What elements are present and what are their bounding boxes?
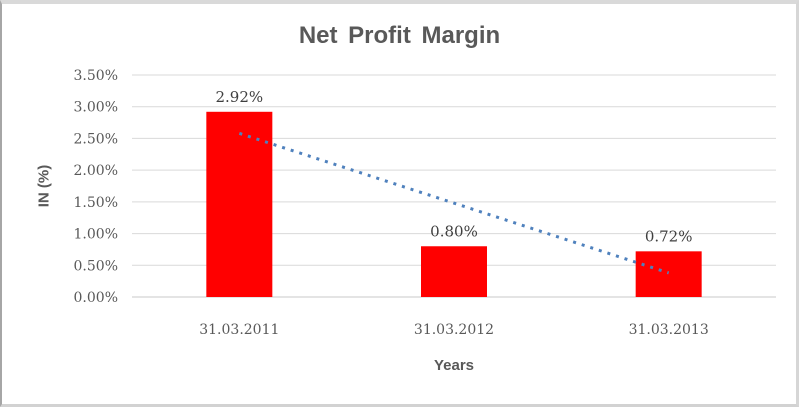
bar <box>421 246 487 297</box>
trendline <box>238 131 670 275</box>
y-tick-label: 0.00% <box>74 290 118 306</box>
bar <box>635 251 702 297</box>
bar-value-label: 0.72% <box>645 227 693 245</box>
y-tick-label: 0.50% <box>74 258 118 274</box>
x-tick-label: 31.03.2013 <box>629 322 709 338</box>
x-tick-label: 31.03.2011 <box>199 322 279 338</box>
y-tick-label: 1.00% <box>74 227 118 243</box>
y-tick-label: 3.50% <box>74 68 118 84</box>
y-tick-label: 2.50% <box>74 131 118 147</box>
y-tick-label: 1.50% <box>74 195 118 211</box>
x-tick-label: 31.03.2012 <box>414 322 494 338</box>
bar <box>206 111 273 297</box>
chart-title: Net Profit Margin <box>298 22 501 49</box>
bar-value-label: 2.92% <box>216 88 264 106</box>
y-tick-label: 3.00% <box>74 100 118 116</box>
bar-value-label: 0.80% <box>430 222 478 240</box>
x-axis-title: Years <box>433 357 475 374</box>
y-tick-label: 2.00% <box>74 163 118 179</box>
